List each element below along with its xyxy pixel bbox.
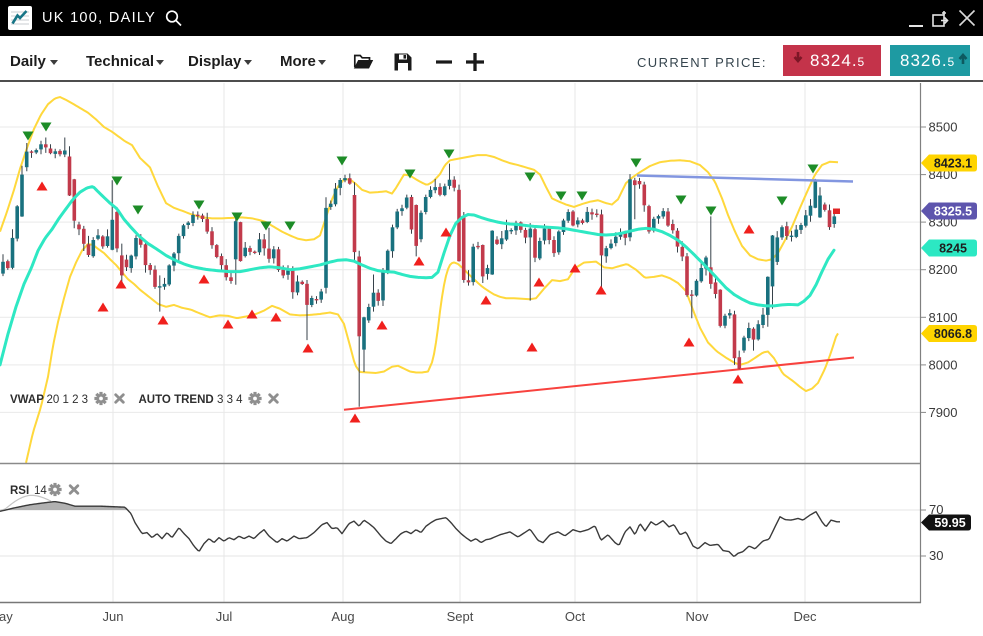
svg-text:8245: 8245 xyxy=(939,241,967,255)
svg-text:30: 30 xyxy=(929,548,943,563)
svg-text:Dec: Dec xyxy=(793,609,817,624)
svg-text:Nov: Nov xyxy=(685,609,709,624)
svg-text:8200: 8200 xyxy=(929,262,958,277)
svg-text:Jul: Jul xyxy=(216,609,233,624)
svg-text:Oct: Oct xyxy=(565,609,586,624)
svg-text:8423.1: 8423.1 xyxy=(934,156,972,170)
svg-text:70: 70 xyxy=(929,502,943,517)
svg-text:8066.8: 8066.8 xyxy=(934,327,972,341)
svg-text:VWAP: VWAP xyxy=(10,394,44,406)
svg-text:ay: ay xyxy=(0,609,13,624)
svg-text:14: 14 xyxy=(34,485,47,497)
svg-text:3 3 4: 3 3 4 xyxy=(217,394,243,406)
svg-text:Sept: Sept xyxy=(447,609,474,624)
svg-text:8325.5: 8325.5 xyxy=(934,204,972,218)
svg-text:RSI: RSI xyxy=(10,485,29,497)
svg-text:8500: 8500 xyxy=(929,120,958,135)
svg-text:20 1 2 3: 20 1 2 3 xyxy=(47,394,89,406)
svg-text:AUTO TREND: AUTO TREND xyxy=(139,394,214,406)
svg-text:8000: 8000 xyxy=(929,357,958,372)
svg-text:8100: 8100 xyxy=(929,310,958,325)
svg-text:59.95: 59.95 xyxy=(934,516,965,530)
svg-text:Jun: Jun xyxy=(103,609,124,624)
svg-text:Aug: Aug xyxy=(331,609,354,624)
svg-text:7900: 7900 xyxy=(929,405,958,420)
